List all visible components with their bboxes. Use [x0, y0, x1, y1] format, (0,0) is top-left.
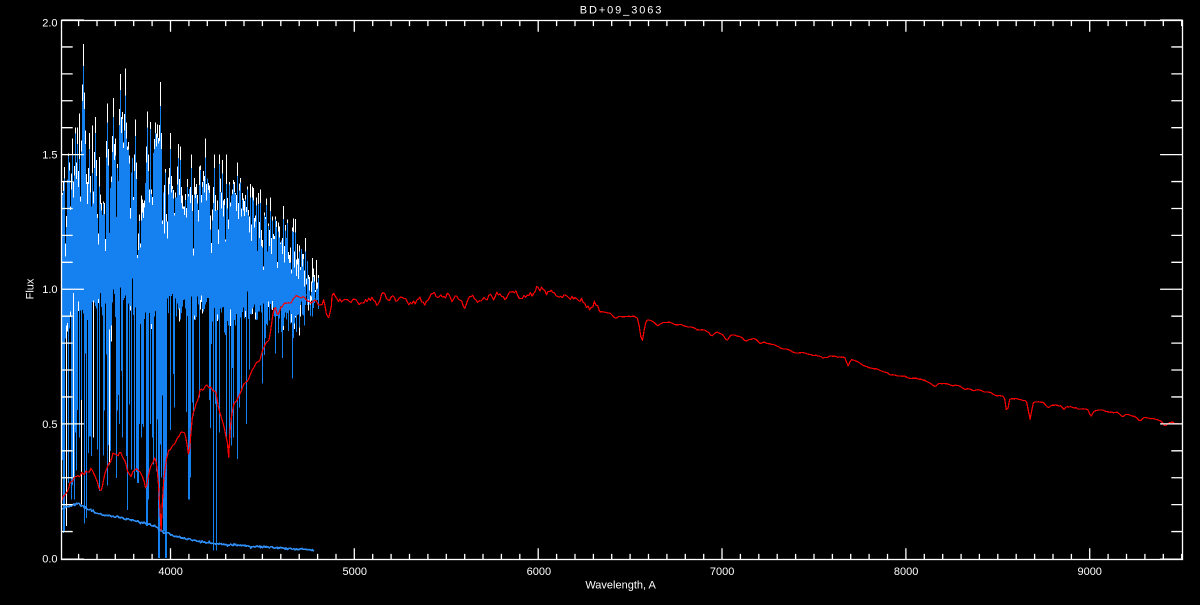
- svg-text:1.5: 1.5: [42, 149, 57, 161]
- svg-text:5000: 5000: [343, 566, 367, 578]
- svg-text:4000: 4000: [158, 566, 182, 578]
- svg-text:7000: 7000: [710, 566, 734, 578]
- svg-text:9000: 9000: [1077, 566, 1101, 578]
- svg-text:2.0: 2.0: [42, 18, 57, 30]
- svg-text:BD+09_3063: BD+09_3063: [580, 5, 664, 17]
- svg-text:0.0: 0.0: [42, 554, 57, 566]
- svg-text:0.5: 0.5: [42, 419, 57, 431]
- svg-text:1.0: 1.0: [42, 284, 57, 296]
- svg-text:8000: 8000: [894, 566, 918, 578]
- svg-text:6000: 6000: [527, 566, 551, 578]
- svg-text:Wavelength, A: Wavelength, A: [585, 580, 656, 592]
- svg-text:Flux: Flux: [25, 278, 37, 299]
